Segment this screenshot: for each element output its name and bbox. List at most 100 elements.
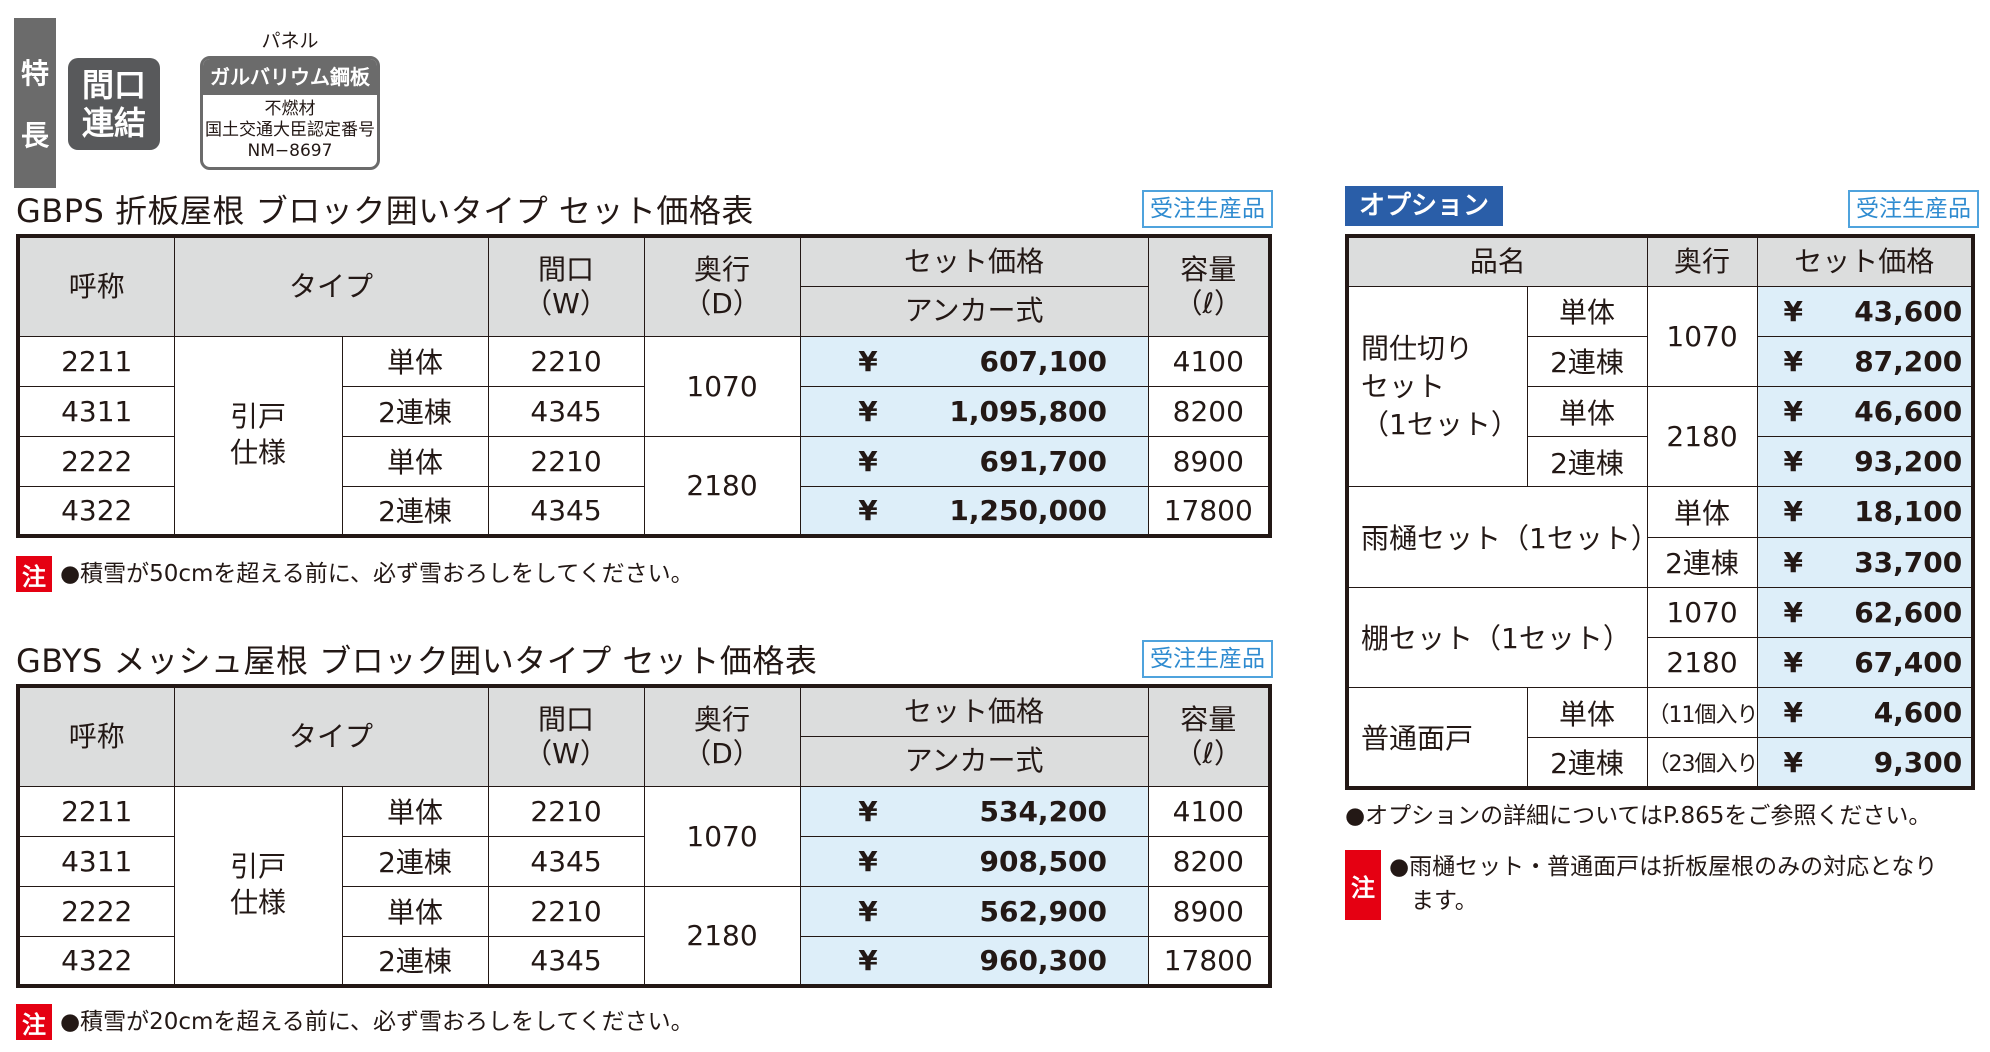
- table1-row3-price: ¥691,700: [799, 435, 1149, 487]
- option-shelf-row2-price-value: 67,400: [1854, 645, 1963, 679]
- option-partition-name-2: セット: [1361, 369, 1446, 403]
- table-row: 2連棟 ¥87,200: [1347, 335, 1974, 388]
- options-price-table: 品名 奥行 セット価格 間仕切り セット （1セット） 単体 1070 ¥43,60…: [1345, 234, 1976, 790]
- table2-row1-unit: 単体: [341, 785, 489, 837]
- table2-type-door: 引戸 仕様: [173, 785, 343, 987]
- table1-header-depth: 奥行 （D）: [643, 235, 801, 337]
- table1-row2-width: 4345: [487, 385, 645, 437]
- option-gutter-name: 雨樋セット（1セット）: [1346, 486, 1648, 588]
- options-header-depth: 奥行: [1646, 235, 1758, 287]
- option-gutter-row2-price-value: 33,700: [1854, 545, 1963, 579]
- option-shelf-row2-depth: 2180: [1646, 636, 1758, 689]
- yen-sign: ¥: [1783, 745, 1803, 779]
- table2-header-width-2: （W）: [524, 736, 608, 770]
- option-partition-depth-2180: 2180: [1646, 386, 1758, 488]
- option-partition-row3-price-value: 46,600: [1854, 395, 1963, 429]
- table1-type-door-2: 仕様: [229, 436, 286, 470]
- yen-sign: ¥: [858, 844, 878, 878]
- option-partition-depth-1070: 1070: [1646, 285, 1758, 388]
- table2-row2-width: 4345: [487, 835, 645, 887]
- table-row: 2連棟 ¥93,200: [1347, 436, 1974, 488]
- table2-row1-name: 2211: [17, 785, 175, 837]
- table1-row1-width: 2210: [487, 335, 645, 387]
- table2-depth-1070: 1070: [643, 785, 801, 887]
- table1-row3-name: 2222: [17, 435, 175, 487]
- option-gutter-row1-price-value: 18,100: [1854, 495, 1963, 529]
- table1-header-depth-1: 奥行: [694, 252, 751, 286]
- option-panel-row1-unit: 単体: [1526, 687, 1648, 739]
- table2-row3-capacity: 8900: [1147, 885, 1271, 937]
- panel-caption: パネル: [261, 30, 319, 52]
- table1-row4-capacity: 17800: [1147, 485, 1271, 537]
- table1-header-depth-2: （D）: [683, 286, 761, 320]
- yen-sign: ¥: [858, 794, 878, 828]
- table1-row2-price-value: 1,095,800: [949, 394, 1108, 428]
- option-partition-row3-price: ¥46,600: [1756, 386, 1974, 438]
- table2-made-to-order-badge: 受注生産品: [1142, 640, 1273, 678]
- table2-row1-width: 2210: [487, 785, 645, 837]
- yen-sign: ¥: [858, 344, 878, 378]
- table2-row2-unit: 2連棟: [341, 835, 489, 887]
- table2-header-width-1: 間口: [538, 702, 595, 736]
- table1-type-door-1: 引戸: [229, 400, 286, 434]
- table2-header-capacity: 容量 （ℓ）: [1147, 685, 1271, 787]
- frontage-badge-line-1: 間口: [81, 66, 146, 104]
- table-row: 4311 2連棟 4345 ¥908,500 8200: [17, 835, 1271, 887]
- option-shelf-row1-price: ¥62,600: [1756, 586, 1974, 638]
- table-row: 棚セット（1セット） 1070 ¥62,600: [1346, 586, 1974, 689]
- option-partition-row1-price-value: 43,600: [1854, 294, 1963, 328]
- table2-header-depth-1: 奥行: [694, 702, 751, 736]
- table2-header-anchor: アンカー式: [799, 735, 1149, 787]
- option-partition-row1-price: ¥43,600: [1756, 285, 1974, 337]
- table1-header-width-2: （W）: [524, 286, 608, 320]
- table1-header-width-1: 間口: [538, 252, 595, 286]
- option-partition-row2-price-value: 87,200: [1854, 344, 1963, 378]
- yen-sign: ¥: [858, 444, 878, 478]
- option-partition-row4-price-value: 93,200: [1854, 445, 1963, 479]
- table2-type-door-1: 引戸: [229, 850, 286, 884]
- table1-row4-width: 4345: [487, 485, 645, 537]
- table1-depth-2180: 2180: [643, 435, 801, 537]
- table1-row4-price-value: 1,250,000: [949, 493, 1108, 527]
- table1-row1-price: ¥607,100: [799, 335, 1149, 387]
- table-row: 2222 単体 2210 2180 ¥562,900 8900: [17, 885, 1271, 987]
- option-partition-name-1: 間仕切り: [1361, 331, 1474, 365]
- options-note: 注 ●雨樋セット・普通面戸は折板屋根のみの対応となり ます。: [1345, 850, 1965, 920]
- option-shelf-row1-depth: 1070: [1646, 586, 1758, 638]
- table2-header-depth: 奥行 （D）: [643, 685, 801, 787]
- features-label-char-1: 特: [20, 57, 49, 90]
- table2-row4-name: 4322: [17, 935, 175, 987]
- yen-sign: ¥: [1783, 495, 1803, 529]
- table1-row1-capacity: 4100: [1147, 335, 1271, 387]
- option-partition-row4-unit: 2連棟: [1526, 436, 1648, 488]
- option-shelf-row2-price: ¥67,400: [1756, 636, 1974, 689]
- table-row: 2211 引戸 仕様 単体 2210 1070 ¥534,200 4100: [17, 785, 1271, 987]
- table2-note: 注 ●積雪が20cmを超える前に、必ず雪おろしをしてください。: [16, 1004, 694, 1040]
- table2-price-table: 呼称 タイプ 間口 （W） 奥行 （D） セット価格 容量 （ℓ） アンカー式 221…: [16, 684, 1273, 988]
- table1-row1-name: 2211: [17, 335, 175, 387]
- features-label-char-2: 長: [20, 119, 49, 152]
- table1-row4-name: 4322: [17, 485, 175, 537]
- table-row: 間仕切り セット （1セット） 単体 1070 ¥43,600: [1346, 285, 1974, 488]
- table1-row2-unit: 2連棟: [341, 385, 489, 437]
- table2-header-type: タイプ: [173, 685, 489, 787]
- table1-header-name: 呼称: [17, 235, 175, 337]
- caution-mark: 注: [16, 1004, 52, 1040]
- table2-row2-capacity: 8200: [1147, 835, 1271, 887]
- table2-row4-width: 4345: [487, 935, 645, 987]
- table2-row4-capacity: 17800: [1147, 935, 1271, 987]
- yen-sign: ¥: [1783, 595, 1803, 629]
- table1-depth-1070: 1070: [643, 335, 801, 437]
- option-partition-row4-price: ¥93,200: [1756, 436, 1974, 488]
- option-partition-name-3: （1セット）: [1361, 407, 1519, 441]
- yen-sign: ¥: [1783, 645, 1803, 679]
- options-note-line-1: ●雨樋セット・普通面戸は折板屋根のみの対応となり: [1389, 854, 1938, 880]
- table1-header-capacity: 容量 （ℓ）: [1147, 235, 1271, 337]
- table1-row1-unit: 単体: [341, 335, 489, 387]
- table2-row3-width: 2210: [487, 885, 645, 937]
- table2-header-name: 呼称: [17, 685, 175, 787]
- option-panel-row1-price-value: 4,600: [1873, 696, 1963, 730]
- table2-note-text: ●積雪が20cmを超える前に、必ず雪おろしをしてください。: [60, 1009, 694, 1035]
- caution-mark: 注: [1345, 850, 1381, 920]
- table2-row2-price-value: 908,500: [979, 844, 1108, 878]
